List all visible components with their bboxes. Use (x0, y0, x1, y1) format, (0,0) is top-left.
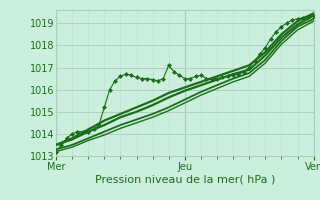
X-axis label: Pression niveau de la mer( hPa ): Pression niveau de la mer( hPa ) (95, 174, 275, 184)
